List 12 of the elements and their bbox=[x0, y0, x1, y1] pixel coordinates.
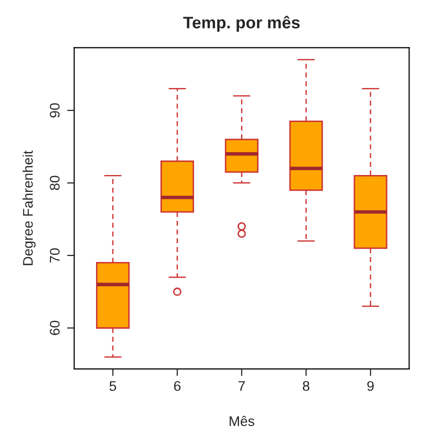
x-tick-label: 9 bbox=[367, 381, 374, 391]
y-axis-title: Degree Fahrenheit bbox=[22, 150, 36, 266]
x-tick-label: 8 bbox=[302, 381, 310, 391]
y-tick-label: 60 bbox=[50, 320, 60, 336]
chart-title: Temp. por mês bbox=[183, 16, 300, 32]
y-tick-label: 70 bbox=[50, 248, 60, 262]
y-tick-label: 80 bbox=[50, 176, 60, 190]
x-tick-label: 6 bbox=[174, 381, 181, 391]
x-tick-label: 7 bbox=[238, 381, 245, 391]
y-tick-label: 90 bbox=[50, 103, 60, 118]
x-tick-label: 5 bbox=[110, 381, 116, 391]
x-axis-title: Mês bbox=[230, 416, 254, 426]
